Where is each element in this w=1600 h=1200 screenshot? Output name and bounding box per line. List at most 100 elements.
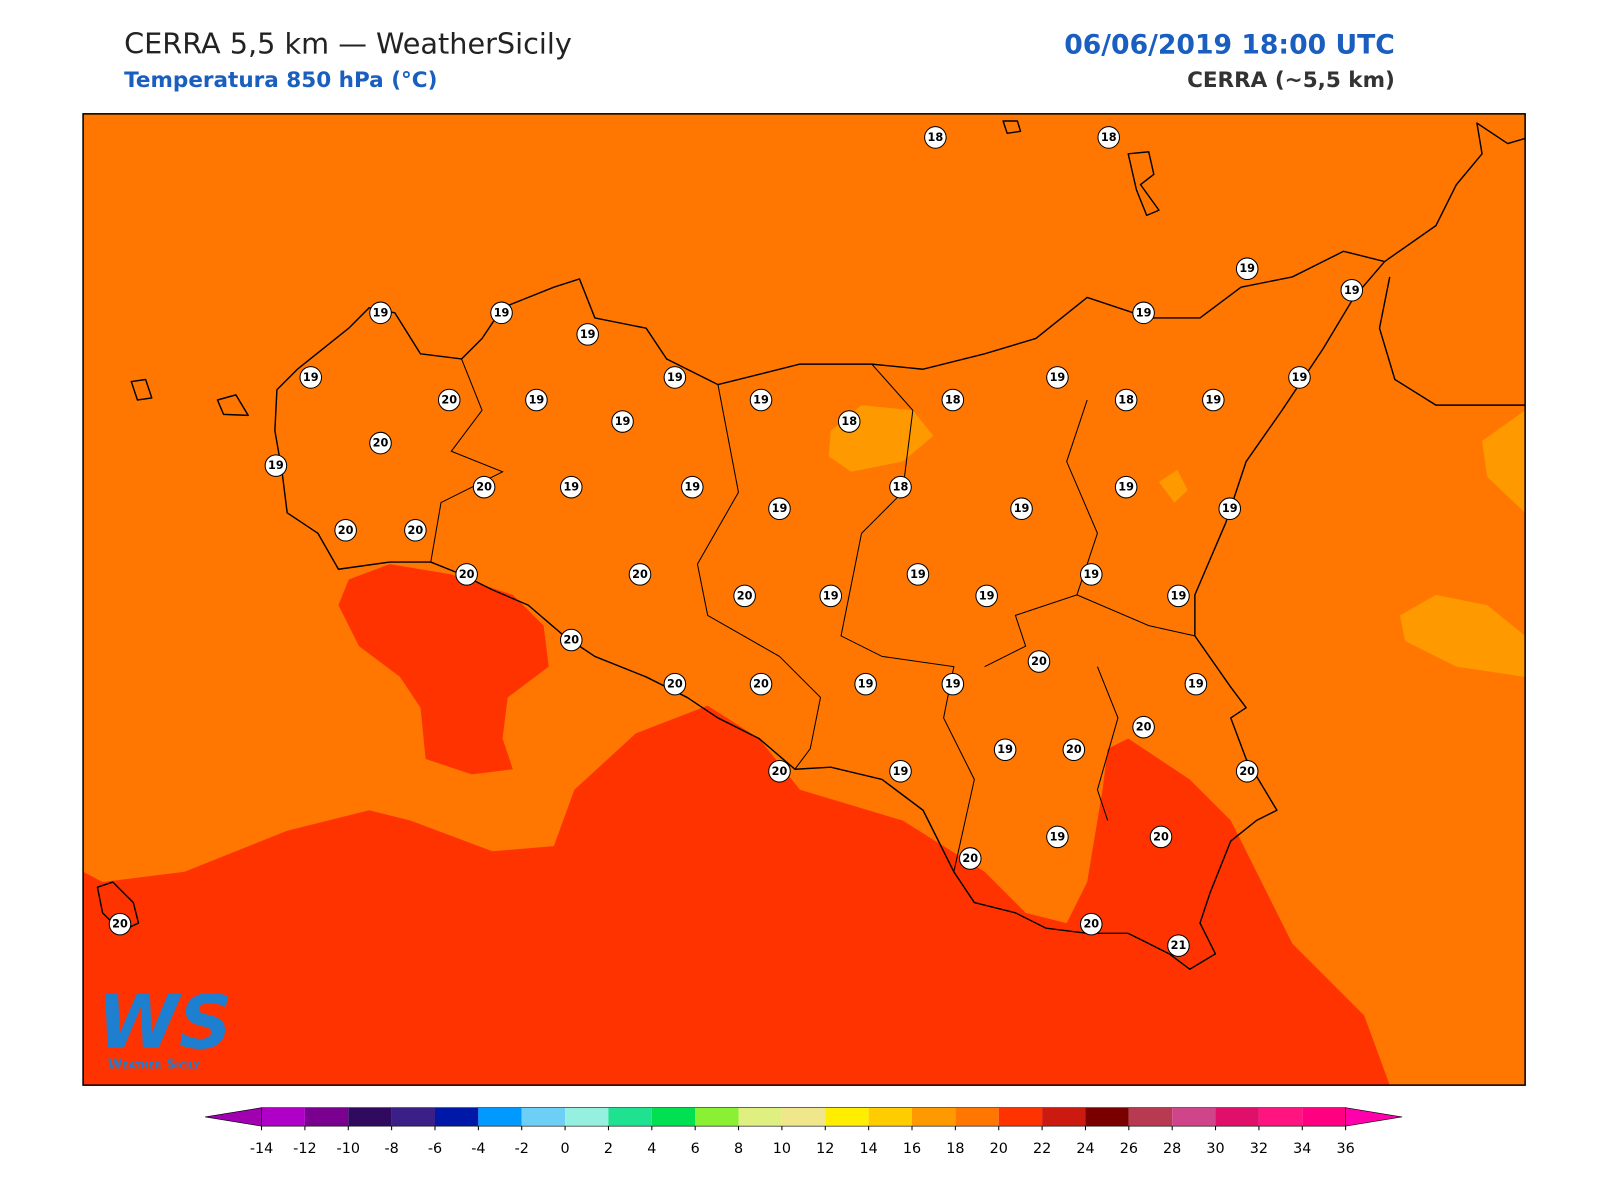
station: 19 (1202, 388, 1225, 412)
station-value: 20 (441, 394, 457, 407)
logo-mark: WS (97, 980, 232, 1066)
station: 18 (837, 410, 861, 433)
field-warm (83, 705, 1390, 1086)
station-marker (1114, 475, 1138, 499)
colorbar-segment (608, 1107, 652, 1127)
colorbar-segment (348, 1107, 392, 1127)
station-value: 19 (945, 678, 961, 691)
station-marker (924, 126, 947, 149)
title: CERRA 5,5 km — WeatherSicily (124, 26, 572, 60)
colorbar-tick-label: 32 (1250, 1141, 1268, 1157)
station: 20 (768, 760, 791, 783)
station: 19 (819, 584, 843, 608)
colorbar-segment (1042, 1107, 1086, 1127)
colorbar-tick-label: 10 (773, 1141, 791, 1157)
stations: 18 18 19 19 19 19 19 19 19 19 19 19 20 19 19 18 18 19 19 18… (108, 126, 1364, 957)
station: 20 (560, 628, 583, 652)
station-value: 19 (684, 481, 700, 494)
station-marker (628, 563, 652, 586)
station-value: 20 (737, 589, 753, 602)
station: 19 (941, 672, 965, 696)
station: 19 (975, 584, 998, 608)
station-marker (1167, 584, 1190, 608)
station: 19 (1132, 301, 1155, 325)
station-marker (404, 518, 427, 542)
station-marker (1149, 825, 1173, 849)
colorbar-segment (1172, 1107, 1216, 1127)
station: 19 (768, 497, 791, 520)
colorbar-segment (1128, 1107, 1173, 1127)
station-marker (1046, 825, 1069, 849)
station-marker (1235, 257, 1259, 280)
colorbar-under (205, 1107, 262, 1127)
station-value: 19 (615, 415, 631, 428)
station: 19 (560, 475, 583, 499)
station: 20 (334, 518, 357, 542)
colorbar-segment (521, 1107, 566, 1127)
station-value: 20 (1066, 743, 1082, 756)
station: 19 (1167, 584, 1190, 608)
station-marker (941, 672, 965, 696)
station-value: 19 (1050, 371, 1066, 384)
station-marker (663, 672, 687, 696)
station: 21 (1167, 934, 1190, 957)
station-marker (733, 584, 756, 608)
colorbar-tick-label: 16 (903, 1141, 921, 1157)
station-value: 20 (373, 437, 389, 450)
station: 19 (525, 388, 548, 412)
station: 19 (264, 454, 288, 477)
station: 19 (1114, 475, 1138, 499)
station-marker (663, 366, 687, 389)
station: 19 (854, 672, 877, 696)
colorbar-tick-label: 20 (990, 1141, 1008, 1157)
station-value: 20 (112, 918, 128, 931)
station-value: 19 (1014, 502, 1030, 515)
colorbar-segment (651, 1107, 696, 1127)
station-value: 19 (563, 481, 579, 494)
station-value: 19 (1205, 394, 1221, 407)
colorbar-segment (781, 1107, 826, 1127)
station-value: 18 (1118, 394, 1134, 407)
colorbar-segment (738, 1107, 782, 1127)
colorbar-tick-label: 14 (860, 1141, 878, 1157)
station: 19 (1046, 825, 1069, 849)
station: 20 (1235, 760, 1259, 783)
station-value: 20 (1153, 830, 1169, 843)
station: 19 (1184, 672, 1208, 696)
station-value: 19 (494, 306, 510, 319)
station-value: 19 (1239, 262, 1255, 275)
station-marker (108, 912, 132, 936)
colorbar-segment (1085, 1107, 1129, 1127)
station-value: 19 (580, 328, 596, 341)
station: 20 (958, 847, 982, 870)
colorbar-segment (912, 1107, 956, 1127)
station-value: 19 (910, 568, 926, 581)
logo-name: Weather Sicily (108, 1058, 201, 1073)
colorbar-tick-label: 12 (816, 1141, 834, 1157)
map: 18 18 19 19 19 19 19 19 19 19 19 19 20 19 19 18 18 19 19 18… (83, 113, 1526, 1086)
station-marker (1340, 278, 1364, 302)
station-value: 21 (1171, 939, 1187, 952)
station: 18 (1114, 388, 1138, 412)
colorbar-tick-label: 36 (1337, 1141, 1355, 1157)
coastline (274, 250, 1386, 970)
station-value: 20 (1136, 721, 1152, 734)
colorbar-segment (1215, 1107, 1259, 1127)
station-value: 19 (1292, 371, 1308, 384)
station-marker (958, 847, 982, 870)
station-value: 19 (997, 743, 1013, 756)
station-value: 18 (893, 481, 909, 494)
colorbar-segment (868, 1107, 912, 1127)
colorbar-tick-label: 24 (1076, 1141, 1094, 1157)
station-value: 19 (893, 765, 909, 778)
colorbar-tick-label: 34 (1293, 1141, 1311, 1157)
colorbar-tick-label: 2 (604, 1141, 613, 1157)
colorbar-tick-label: -14 (250, 1141, 273, 1157)
coastline (96, 120, 1526, 932)
station-marker (1288, 366, 1311, 389)
station-value: 19 (268, 459, 284, 472)
map-frame (82, 113, 1526, 1086)
station-marker (681, 475, 704, 499)
colorbar-segment (391, 1107, 435, 1127)
station-marker (611, 410, 634, 433)
